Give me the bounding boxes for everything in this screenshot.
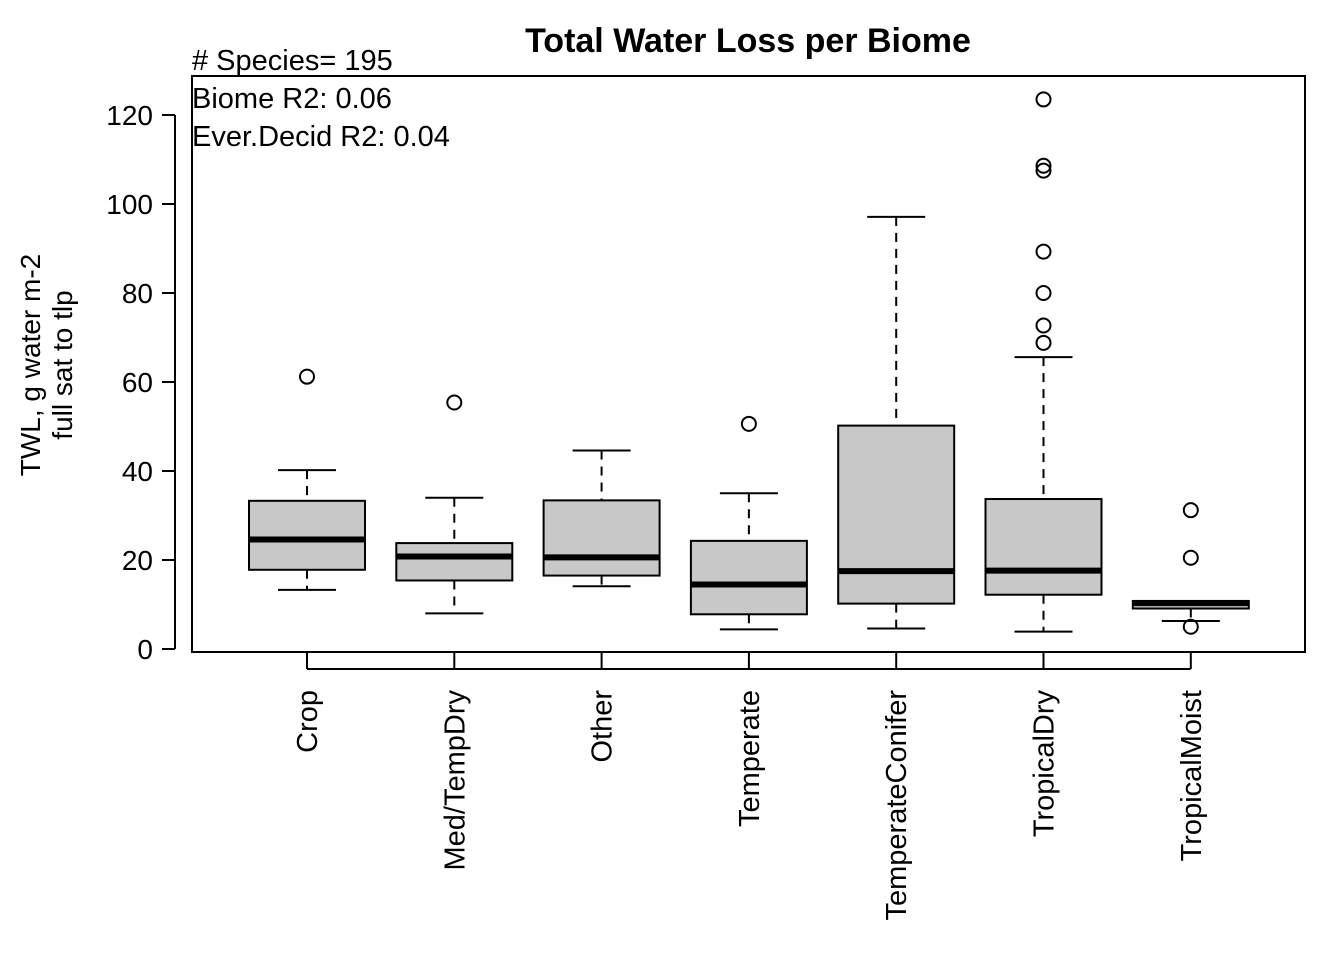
outlier-point xyxy=(1035,162,1052,179)
x-tick-label: Med/TempDry xyxy=(439,690,471,871)
y-axis-label-line1: TWL, g water m-2 xyxy=(15,254,46,476)
y-tick-label: 80 xyxy=(122,278,153,309)
box-group xyxy=(248,368,366,591)
x-axis: Crop Med/TempDry Other Temperate TemperateCo… xyxy=(292,652,1208,921)
x-tick-label: Crop xyxy=(292,690,324,753)
y-tick-label: 20 xyxy=(122,545,153,576)
outlier-point xyxy=(1182,549,1199,566)
outlier-point xyxy=(1182,618,1199,635)
outlier-point xyxy=(1035,243,1052,260)
y-tick-label: 60 xyxy=(122,367,153,398)
outlier-point xyxy=(299,368,315,385)
box-group xyxy=(837,215,956,630)
y-axis: 0 20 40 60 80 100 120 xyxy=(106,100,176,665)
y-axis-label-line2: full sat to tlp xyxy=(47,290,78,439)
iqr-box xyxy=(689,539,808,616)
iqr-box xyxy=(248,499,366,571)
x-tick-label: Other xyxy=(587,690,619,763)
biome-r2-annotation: Biome R2: 0.06 xyxy=(192,83,392,115)
box-group xyxy=(984,91,1103,633)
box-series xyxy=(248,91,1250,635)
y-tick-label: 0 xyxy=(137,634,153,665)
outlier-point xyxy=(1035,91,1052,108)
outlier-point xyxy=(1035,157,1052,174)
iqr-box xyxy=(395,542,514,582)
box-group xyxy=(1131,502,1250,635)
outlier-point xyxy=(1035,285,1052,301)
iqr-box xyxy=(542,499,661,577)
x-tick-label: Temperate xyxy=(734,690,766,827)
everdecid-r2-annotation: Ever.Decid R2: 0.04 xyxy=(192,121,450,153)
outlier-point xyxy=(446,394,463,411)
box-group xyxy=(689,415,808,631)
y-tick-label: 120 xyxy=(106,100,153,131)
outlier-point xyxy=(1035,317,1052,334)
outlier-point xyxy=(1035,334,1052,351)
y-tick-label: 40 xyxy=(122,456,153,487)
iqr-box xyxy=(837,424,956,605)
iqr-box xyxy=(984,498,1103,596)
x-tick-label: TemperateConifer xyxy=(881,690,913,921)
chart-title: Total Water Loss per Biome xyxy=(525,22,971,60)
box-group xyxy=(395,394,514,615)
outlier-point xyxy=(740,415,757,432)
outlier-point xyxy=(1182,502,1199,519)
species-count-annotation: # Species= 195 xyxy=(192,45,393,77)
x-tick-label: TropicalMoist xyxy=(1176,690,1208,861)
x-tick-label: TropicalDry xyxy=(1029,690,1061,838)
y-tick-label: 100 xyxy=(106,189,153,220)
box-group xyxy=(542,449,661,588)
